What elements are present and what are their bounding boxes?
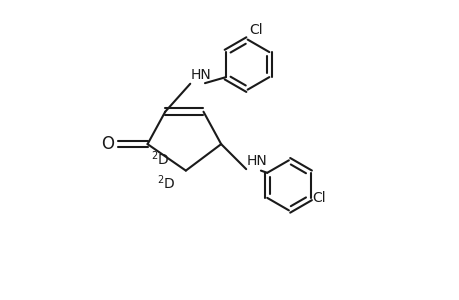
Text: HN: HN [190,68,211,82]
Text: O: O [101,135,113,153]
Text: HN: HN [246,154,266,168]
Text: Cl: Cl [311,191,325,205]
Text: Cl: Cl [249,23,262,37]
Text: $\mathregular{^2}$D: $\mathregular{^2}$D [157,173,175,192]
Text: $\mathregular{^2}$D: $\mathregular{^2}$D [151,149,169,168]
